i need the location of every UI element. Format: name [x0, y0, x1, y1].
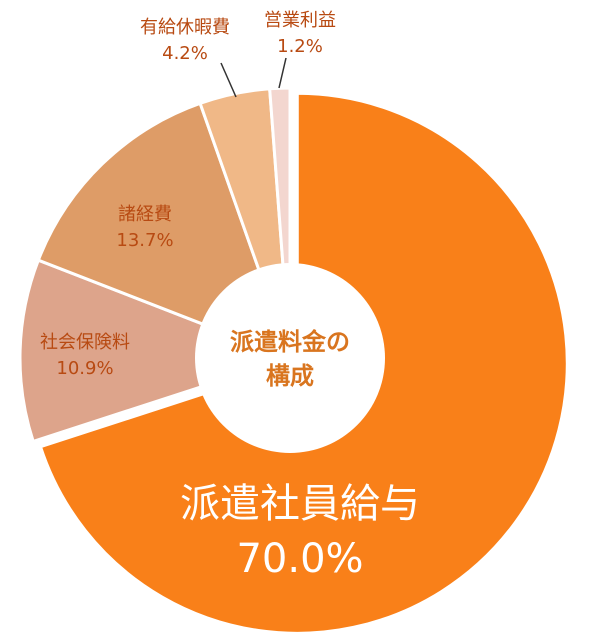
slice-label-3: 諸経費: [118, 204, 172, 225]
slice-value-2: 10.9%: [56, 358, 113, 379]
leader-line-4: [220, 62, 237, 98]
slice-value-1: 70.0%: [236, 536, 363, 582]
slice-labels: 派遣社員給与 70.0% 社会保険料 10.9% 諸経費 13.7% 有給休暇費 4.2% 営業…: [40, 10, 420, 582]
slice-label-4: 有給休暇費: [140, 17, 230, 38]
leader-line-5: [278, 57, 287, 89]
center-title-line-1: 派遣料金の: [230, 328, 350, 356]
slice-2: [18, 258, 295, 444]
slice-label-2: 社会保険料: [40, 332, 130, 353]
leader-lines: [220, 57, 287, 98]
slice-value-4: 4.2%: [162, 43, 208, 64]
slice-label-5: 営業利益: [264, 10, 336, 31]
center-title-line-2: 構成: [266, 362, 314, 390]
donut-hole: [195, 263, 385, 453]
slice-value-5: 1.2%: [277, 36, 323, 57]
slice-value-3: 13.7%: [116, 230, 173, 251]
slice-label-1: 派遣社員給与: [180, 481, 420, 527]
